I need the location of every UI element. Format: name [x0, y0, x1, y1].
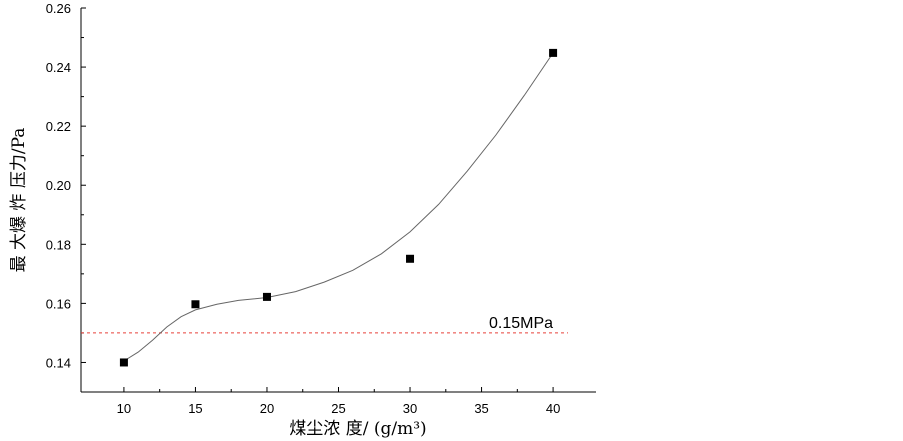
y-tick-label: 0.26 — [46, 1, 71, 16]
x-tick-label: 35 — [474, 401, 488, 416]
data-point — [549, 48, 558, 57]
x-tick-label: 25 — [331, 401, 345, 416]
y-tick-label: 0.18 — [46, 237, 71, 252]
data-point — [191, 300, 200, 309]
y-tick-label: 0.24 — [46, 60, 71, 75]
y-axis-title: 最 大爆 炸 压力/Pa — [9, 128, 29, 273]
x-tick-label: 10 — [117, 401, 131, 416]
data-point — [406, 254, 415, 263]
x-axis-title: 煤尘浓 度/ (g/m³) — [289, 419, 426, 439]
y-tick-label: 0.20 — [46, 178, 71, 193]
y-tick-label: 0.14 — [46, 355, 71, 370]
y-tick-label: 0.16 — [46, 296, 71, 311]
y-tick-label: 0.22 — [46, 119, 71, 134]
x-tick-label: 40 — [546, 401, 560, 416]
x-tick-label: 15 — [188, 401, 202, 416]
x-tick-label: 20 — [260, 401, 274, 416]
x-tick-label: 30 — [403, 401, 417, 416]
reference-line-label: 0.15MPa — [489, 315, 553, 332]
fit-curve — [123, 52, 554, 362]
data-point — [119, 358, 128, 367]
data-point — [262, 292, 271, 301]
